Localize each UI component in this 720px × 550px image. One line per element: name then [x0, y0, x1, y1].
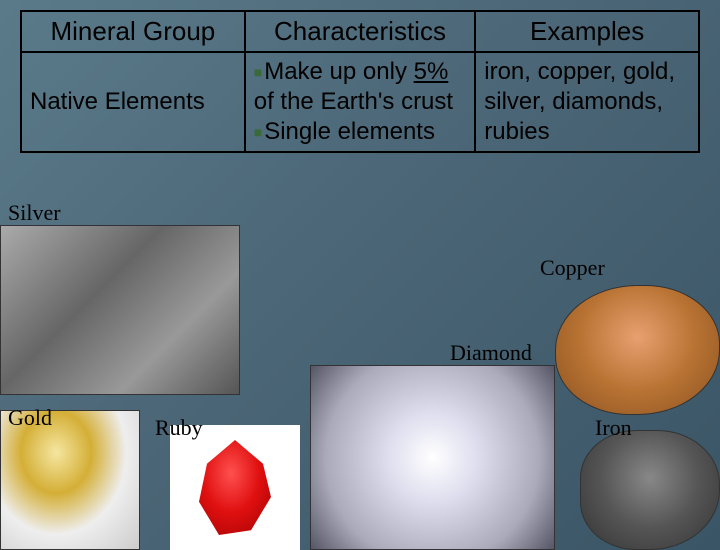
header-examples: Examples: [475, 11, 699, 52]
table-header-row: Mineral Group Characteristics Examples: [21, 11, 699, 52]
char1-underline: 5%: [414, 58, 449, 85]
header-mineral-group: Mineral Group: [21, 11, 245, 52]
header-characteristics: Characteristics: [245, 11, 476, 52]
label-iron: Iron: [595, 415, 632, 441]
ruby-shape: [195, 440, 275, 535]
mineral-table: Mineral Group Characteristics Examples N…: [20, 10, 700, 153]
copper-image: [555, 285, 720, 415]
group-name: Native Elements: [30, 87, 236, 117]
cell-group: Native Elements: [21, 52, 245, 152]
char-line2: ■Single elements: [254, 117, 467, 147]
diamond-image: [310, 365, 555, 550]
slide-container: Mineral Group Characteristics Examples N…: [0, 10, 720, 550]
cell-characteristics: ■Make up only 5% of the Earth's crust ■S…: [245, 52, 476, 152]
iron-image: [580, 430, 720, 550]
silver-image: [0, 225, 240, 395]
char-line1: ■Make up only 5% of the Earth's crust: [254, 57, 467, 117]
label-copper: Copper: [540, 255, 605, 281]
gold-image: [0, 410, 140, 550]
label-diamond: Diamond: [450, 340, 532, 366]
cell-examples: iron, copper, gold, silver, diamonds, ru…: [475, 52, 699, 152]
ruby-image: [170, 425, 300, 550]
bullet-icon: ■: [254, 124, 262, 142]
bullet-icon: ■: [254, 64, 262, 82]
table-row: Native Elements ■Make up only 5% of the …: [21, 52, 699, 152]
examples-text: iron, copper, gold, silver, diamonds, ru…: [484, 57, 690, 147]
char1-post: of the Earth's crust: [254, 88, 453, 115]
label-ruby: Ruby: [155, 415, 203, 441]
char1-pre: Make up only: [264, 58, 413, 85]
char2-text: Single elements: [264, 118, 435, 145]
label-gold: Gold: [8, 405, 52, 431]
label-silver: Silver: [8, 200, 61, 226]
